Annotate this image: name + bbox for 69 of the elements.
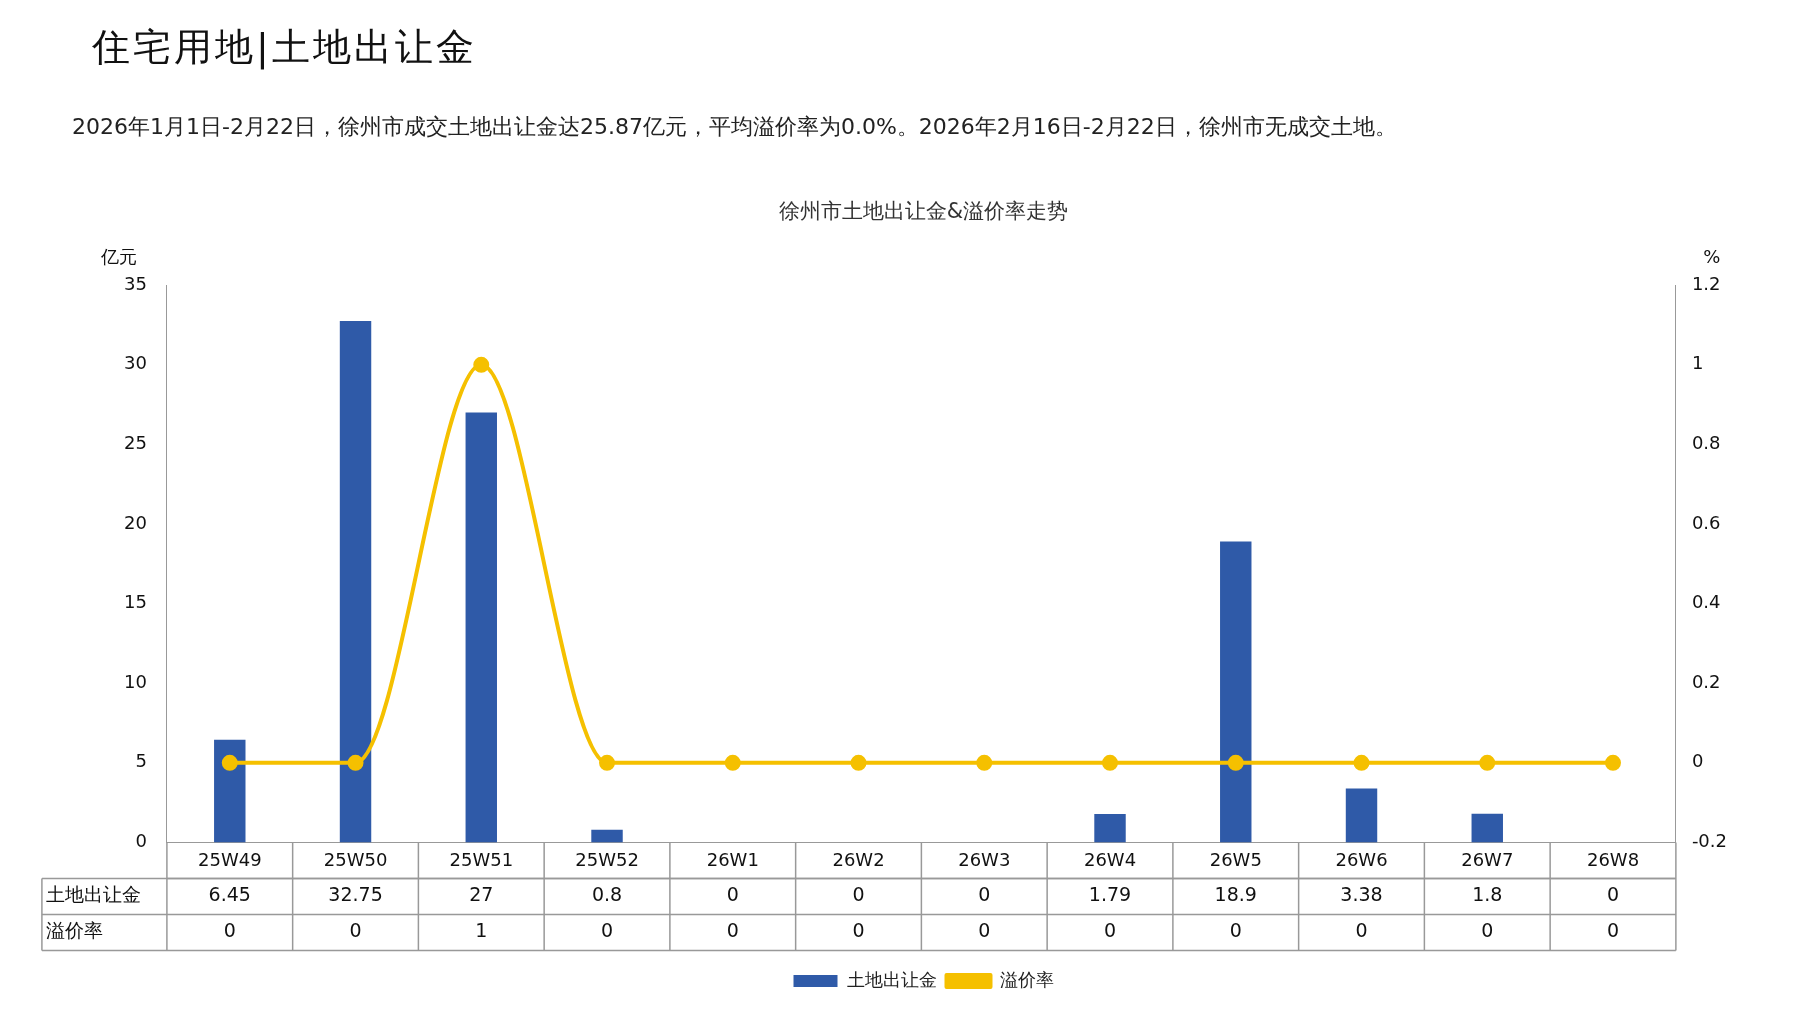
data-label: 0 <box>852 883 865 906</box>
bar <box>214 739 246 843</box>
x-tick-label: 26W6 <box>1335 848 1388 870</box>
y-tick-label: 30 <box>124 352 147 374</box>
y-tick-label: 5 <box>135 750 147 772</box>
x-tick-label: 26W2 <box>832 848 885 870</box>
data-label: 0 <box>726 919 739 942</box>
x-tick-label: 26W3 <box>958 848 1011 870</box>
y-tick-label: 15 <box>124 591 147 613</box>
y2-tick-label: 1.2 <box>1691 272 1721 294</box>
data-label: 0 <box>349 919 362 942</box>
legend-label: 溢价率 <box>999 968 1054 990</box>
data-label: 1.8 <box>1472 883 1503 906</box>
y2-tick-label: 0.2 <box>1691 670 1721 692</box>
data-label: 0.8 <box>591 883 623 906</box>
data-label: 0 <box>978 883 991 906</box>
data-label: 3.38 <box>1340 883 1383 906</box>
y-tick-label: 20 <box>124 511 147 533</box>
x-tick-label: 25W50 <box>323 848 388 870</box>
x-tick-label: 26W4 <box>1083 848 1137 870</box>
bar <box>1094 813 1126 843</box>
bar <box>1220 541 1252 843</box>
data-label: 0 <box>223 919 236 942</box>
y2-tick-label: 0.4 <box>1691 591 1721 613</box>
y2-tick-label: 0.6 <box>1691 511 1721 533</box>
data-label: 0 <box>852 919 865 942</box>
y-tick-label: 10 <box>124 670 147 692</box>
chart-subtitle: 2026年1月1日-2月22日，徐州市成交土地出让金达25.87亿元，平均溢价率为0.0%。2026年2月16日-2月22日，徐州市无成交土地。 <box>72 113 1397 141</box>
data-label: 1 <box>475 919 488 942</box>
data-label: 32.75 <box>328 883 383 906</box>
legend-label: 土地出让金 <box>846 968 937 990</box>
x-tick-label: 25W51 <box>449 848 514 870</box>
text: 溢价率 <box>45 919 103 942</box>
text: 徐州市土地出让金&溢价率走势 <box>778 199 1069 224</box>
data-label: 1.79 <box>1088 883 1132 906</box>
bar <box>591 829 623 843</box>
y-tick-label: 35 <box>124 272 147 294</box>
x-tick-label: 26W1 <box>706 848 759 870</box>
bar <box>339 321 372 843</box>
y2-tick-label: 1 <box>1691 352 1704 374</box>
text: 土地出让金 <box>45 883 141 906</box>
x-tick-label: 26W8 <box>1586 848 1640 870</box>
data-label: 0 <box>726 883 739 906</box>
y2-tick-label: -0.2 <box>1691 830 1727 852</box>
y-tick-label: 25 <box>124 432 147 454</box>
data-label: 0 <box>600 919 614 942</box>
bar <box>1471 813 1503 843</box>
y2-tick-label: 0.8 <box>1691 432 1721 454</box>
data-label: 27 <box>469 883 494 906</box>
data-label: 0 <box>1606 919 1620 942</box>
chart-title: 住宅用地|土地出让金 <box>92 24 477 72</box>
y2-axis-title: % <box>1703 245 1721 267</box>
data-label: 0 <box>1481 919 1494 942</box>
x-tick-label: 25W49 <box>197 848 262 870</box>
y2-tick-label: 0 <box>1691 750 1704 772</box>
data-label: 6.45 <box>208 883 251 906</box>
data-label: 0 <box>1355 919 1368 942</box>
bar <box>465 412 497 843</box>
data-label: 0 <box>1606 883 1620 906</box>
data-label: 0 <box>978 919 991 942</box>
x-tick-label: 25W52 <box>575 848 639 870</box>
x-tick-label: 26W5 <box>1209 848 1262 870</box>
data-label: 18.9 <box>1214 883 1257 906</box>
data-label: 0 <box>1103 919 1117 942</box>
data-label: 0 <box>1229 919 1242 942</box>
y-axis-title: 亿元 <box>99 245 137 267</box>
x-tick-label: 26W7 <box>1461 848 1514 870</box>
y-tick-label: 0 <box>135 830 147 852</box>
bar <box>1345 788 1378 843</box>
